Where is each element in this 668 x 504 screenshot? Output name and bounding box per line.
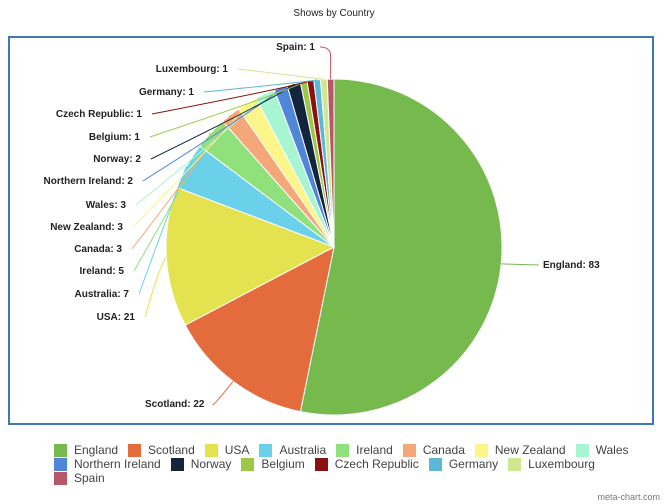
legend-label: Scotland [148,443,195,457]
data-label-usa: USA: 21 [97,312,136,323]
data-label-ireland: Ireland: 5 [80,266,125,277]
data-label-germany: Germany: 1 [139,87,194,98]
label-connector-canada [131,114,231,250]
legend-swatch [170,458,184,471]
legend-label: USA [224,443,250,457]
pie-chart: England: 83 Scotland: 22 USA: 21 Australia:… [44,42,600,416]
label-connector-norway [150,83,295,160]
data-label-northern-ireland: Northern Ireland: 2 [44,176,134,187]
legend-label: England [74,443,119,457]
label-connector-czech-republic [151,80,311,115]
data-label-canada: Canada: 3 [74,244,122,255]
label-connector-usa [144,256,167,318]
legend-item-canada[interactable]: Canada [402,443,465,457]
data-label-scotland: Scotland: 22 [145,399,205,410]
legend-swatch [428,458,442,471]
label-connector-germany [203,79,318,93]
legend-swatch [128,444,142,457]
label-connector-new-zealand [132,102,248,228]
chart-title: Shows by Country [293,8,375,19]
data-label-luxembourg: Luxembourg: 1 [156,64,229,75]
legend-item-ireland[interactable]: Ireland [336,444,393,457]
data-label-norway: Norway: 2 [93,154,141,165]
legend-label: Germany [448,457,499,471]
legend-label: Luxembourg [528,457,595,471]
legend-swatch [314,458,328,471]
legend-label: New Zealand [494,443,566,457]
data-label-new-zealand: New Zealand: 3 [50,222,123,233]
legend-item-czech-republic[interactable]: Czech Republic [314,457,419,471]
legend-swatch [402,444,416,457]
legend-item-belgium[interactable]: Belgium [241,457,305,471]
legend-item-usa[interactable]: USA [204,443,250,457]
legend-item-norway[interactable]: Norway [170,457,232,471]
legend-label: Spain [74,471,105,485]
legend-label: Ireland [356,443,393,457]
legend-swatch [508,458,522,471]
legend-item-spain[interactable]: Spain [54,472,105,485]
legend-item-scotland[interactable]: Scotland [128,444,195,457]
data-label-czech-republic: Czech Republic: 1 [56,109,143,120]
label-connector-northern-ireland [142,87,282,182]
legend-item-new-zealand[interactable]: New Zealand [474,443,566,457]
label-connector-wales [135,93,266,206]
label-connector-scotland [212,380,234,406]
legend-swatch [204,444,218,457]
legend-swatch [54,444,67,457]
legend-label: Northern Ireland [74,457,161,471]
legend-label: Norway [190,457,232,471]
legend-swatch [336,444,350,457]
legend-item-luxembourg[interactable]: Luxembourg [508,458,595,471]
legend-item-england[interactable]: England [54,444,118,457]
label-connector-luxembourg [237,68,324,80]
label-connector-england [501,263,540,266]
legend-item-northern-ireland[interactable]: Northern Ireland [54,458,161,471]
legend-item-germany[interactable]: Germany [428,457,499,471]
pie-slice-england[interactable] [299,78,503,416]
data-label-belgium: Belgium: 1 [89,132,141,143]
legend-item-australia[interactable]: Australia [259,444,326,457]
label-connector-spain [319,46,332,79]
legend-label: Canada [422,443,465,457]
legend: England Scotland USA Australia Ireland Canada… [54,444,654,485]
legend-swatch [474,444,488,457]
legend-swatch [54,472,67,485]
data-label-wales: Wales: 3 [86,200,127,211]
watermark: meta-chart.com [597,492,660,502]
chart-frame [8,36,654,425]
legend-label: Wales [595,443,629,457]
legend-label: Belgium [261,457,305,471]
legend-swatch [575,444,589,457]
legend-swatch [54,458,67,471]
pie-slice-spain[interactable] [326,78,335,248]
legend-item-wales[interactable]: Wales [575,443,629,457]
data-label-england: England: 83 [543,260,600,271]
data-label-australia: Australia: 7 [75,289,130,300]
legend-label: Czech Republic [334,457,419,471]
legend-label: Australia [279,443,327,457]
data-label-spain: Spain: 1 [276,42,315,53]
legend-swatch [241,458,255,471]
legend-swatch [259,444,273,457]
